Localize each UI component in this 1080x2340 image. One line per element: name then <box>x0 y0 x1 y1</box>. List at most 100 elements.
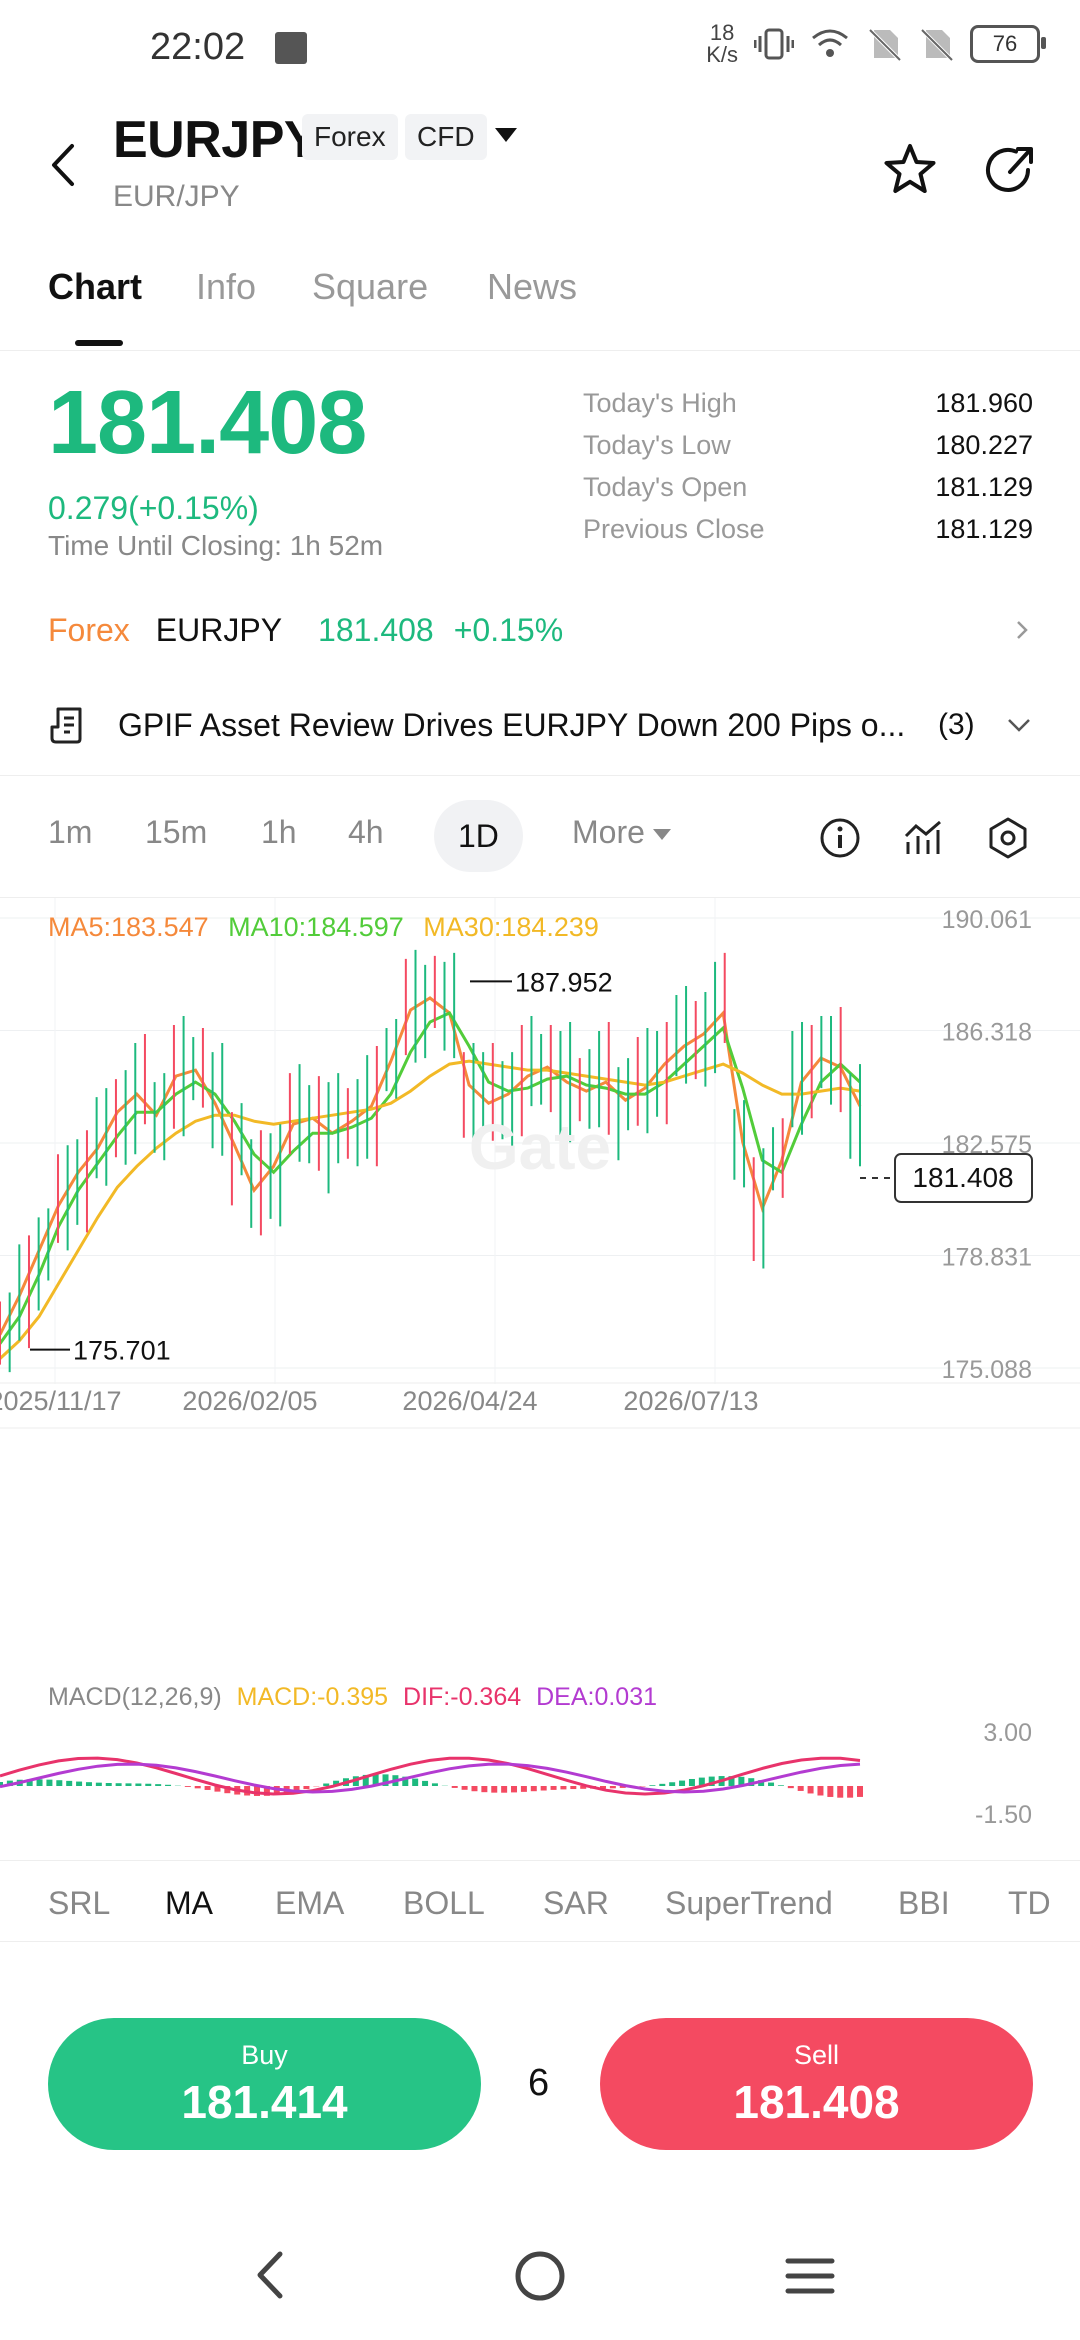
ticker-category: Forex <box>48 611 130 648</box>
news-document-icon <box>50 707 82 744</box>
sell-label: Sell <box>793 2040 840 2070</box>
status-bar: 22:02 18 K/s 76 <box>0 0 1080 96</box>
net-speed-unit: K/s <box>706 42 738 67</box>
x-tick-label: 2026/04/24 <box>402 1386 537 1416</box>
indicator-bbi[interactable]: BBI <box>898 1885 950 1921</box>
interval-1d[interactable]: 1D <box>434 800 523 872</box>
settings-hexagon-icon[interactable] <box>986 816 1030 860</box>
macd-legend: MACD(12,26,9) MACD:-0.395 DIF:-0.364 DEA… <box>48 1683 657 1712</box>
instrument-header: EURJPY Forex CFD EUR/JPY <box>0 100 1080 230</box>
time-until-closing: Time Until Closing: 1h 52m <box>48 530 384 561</box>
y-tick-label: 178.831 <box>942 1244 1032 1272</box>
price-chart[interactable]: 190.061 186.318 182.575 178.831 175.088 2025/… <box>0 897 1080 1888</box>
ma10-legend: MA10:184.597 <box>228 912 404 942</box>
chart-svg[interactable]: 190.061186.318182.575178.831175.0882025/… <box>0 898 1080 1888</box>
dea-line <box>0 1762 861 1794</box>
tab-square[interactable]: Square <box>312 266 429 307</box>
indicator-supertrend[interactable]: SuperTrend <box>665 1885 833 1921</box>
last-price: 181.408 <box>48 373 367 473</box>
price-change: 0.279(+0.15%) <box>48 490 259 526</box>
tag-forex: Forex <box>302 114 398 160</box>
interval-15m[interactable]: 15m <box>145 814 208 850</box>
y-tick-label: 186.318 <box>942 1019 1032 1047</box>
last-price-label: 181.408 <box>912 1162 1013 1193</box>
share-icon[interactable] <box>980 140 1040 200</box>
back-arrow-icon[interactable] <box>40 140 90 190</box>
status-icons: 18 K/s 76 <box>706 22 1046 67</box>
indicator-ma[interactable]: MA <box>165 1885 213 1921</box>
notification-icon <box>275 32 307 64</box>
instrument-symbol: EURJPY <box>113 111 319 169</box>
tab-chart[interactable]: Chart <box>48 266 143 307</box>
pair-subtitle: EUR/JPY <box>113 180 240 213</box>
stat-today-low: Today's Low 180.227 <box>583 430 1033 472</box>
interval-1m[interactable]: 1m <box>48 814 93 850</box>
battery-level: 76 <box>992 31 1018 56</box>
watermark-logo: Gate <box>469 1111 611 1183</box>
battery-icon: 76 <box>970 25 1046 63</box>
indicator-srl[interactable]: SRL <box>48 1885 111 1921</box>
no-sim-icon-2 <box>920 28 954 62</box>
system-nav-bar <box>0 2220 1080 2320</box>
indicator-chart-icon[interactable] <box>902 816 946 860</box>
macd-y-top: 3.00 <box>983 1719 1032 1747</box>
low-label: 175.701 <box>73 1336 171 1366</box>
buy-label: Buy <box>241 2040 288 2070</box>
last-price-tag <box>894 1153 1033 1204</box>
nav-home-icon[interactable] <box>514 2250 566 2302</box>
sell-price: 181.408 <box>733 2076 900 2128</box>
macd-params: MACD(12,26,9) <box>48 1683 222 1711</box>
y-tick-label: 175.088 <box>942 1356 1032 1384</box>
x-tick-label: 2026/07/13 <box>623 1386 758 1416</box>
series-line-ma30 <box>0 1059 861 1360</box>
stat-value: 181.960 <box>935 388 1033 418</box>
stat-today-high: Today's High 181.960 <box>583 388 1033 430</box>
interval-4h[interactable]: 4h <box>348 814 384 850</box>
ma-legend: MA5:183.547 MA10:184.597 MA30:184.239 <box>48 912 599 943</box>
indicator-sar[interactable]: SAR <box>543 1885 609 1921</box>
news-headline-row[interactable]: GPIF Asset Review Drives EURJPY Down 200… <box>48 700 1032 750</box>
news-count: (3) <box>938 708 975 741</box>
interval-1h[interactable]: 1h <box>261 814 297 850</box>
more-label: More <box>572 814 645 850</box>
info-icon[interactable] <box>818 816 862 860</box>
stat-value: 181.129 <box>935 472 1033 502</box>
ma30-legend: MA30:184.239 <box>423 912 599 942</box>
status-time: 22:02 <box>150 26 246 68</box>
buy-button[interactable]: Buy 181.414 <box>48 2018 481 2150</box>
tab-info[interactable]: Info <box>196 266 257 307</box>
spread-quantity: 6 <box>528 2062 550 2104</box>
favorite-star-icon[interactable] <box>880 140 940 200</box>
dif-value: DIF:-0.364 <box>403 1683 522 1711</box>
stat-label: Today's High <box>583 388 737 418</box>
indicator-td[interactable]: TD <box>1008 1885 1051 1921</box>
symbol-dropdown-icon[interactable] <box>495 128 517 142</box>
macd-y-bottom: -1.50 <box>975 1801 1032 1829</box>
interval-more[interactable]: More <box>572 814 671 851</box>
interval-selector: 1m 15m 1h 4h 1D More <box>0 800 1080 872</box>
related-ticker-row[interactable]: Forex EURJPY 181.408 +0.15% <box>48 605 1032 655</box>
ma5-legend: MA5:183.547 <box>48 912 209 942</box>
indicator-tabs: SRL MA EMA BOLL SAR SuperTrend BBI TD <box>0 1860 1080 1942</box>
nav-back-icon[interactable] <box>250 2250 290 2300</box>
sell-button[interactable]: Sell 181.408 <box>600 2018 1033 2150</box>
active-tab-indicator <box>75 340 123 346</box>
ticker-change-pct: +0.15% <box>453 611 564 648</box>
x-tick-label: 2026/02/05 <box>182 1386 317 1416</box>
tab-bar: Chart Info Square News <box>0 260 1080 351</box>
stat-label: Today's Low <box>583 430 731 460</box>
stat-label: Previous Close <box>583 514 765 544</box>
indicator-ema[interactable]: EMA <box>275 1885 345 1921</box>
tab-news[interactable]: News <box>487 266 578 307</box>
more-caret-icon <box>652 829 671 841</box>
buy-price: 181.414 <box>181 2076 348 2128</box>
indicator-boll[interactable]: BOLL <box>403 1885 485 1921</box>
chevron-right-icon[interactable] <box>1012 620 1032 640</box>
chevron-down-icon[interactable] <box>1006 712 1032 738</box>
ticker-price: 181.408 <box>318 611 434 648</box>
stat-previous-close: Previous Close 181.129 <box>583 514 1033 556</box>
dea-value: DEA:0.031 <box>536 1683 658 1711</box>
nav-menu-icon[interactable] <box>785 2256 835 2296</box>
series-line-ma10 <box>0 1011 862 1345</box>
ticker-symbol: EURJPY <box>155 611 283 648</box>
